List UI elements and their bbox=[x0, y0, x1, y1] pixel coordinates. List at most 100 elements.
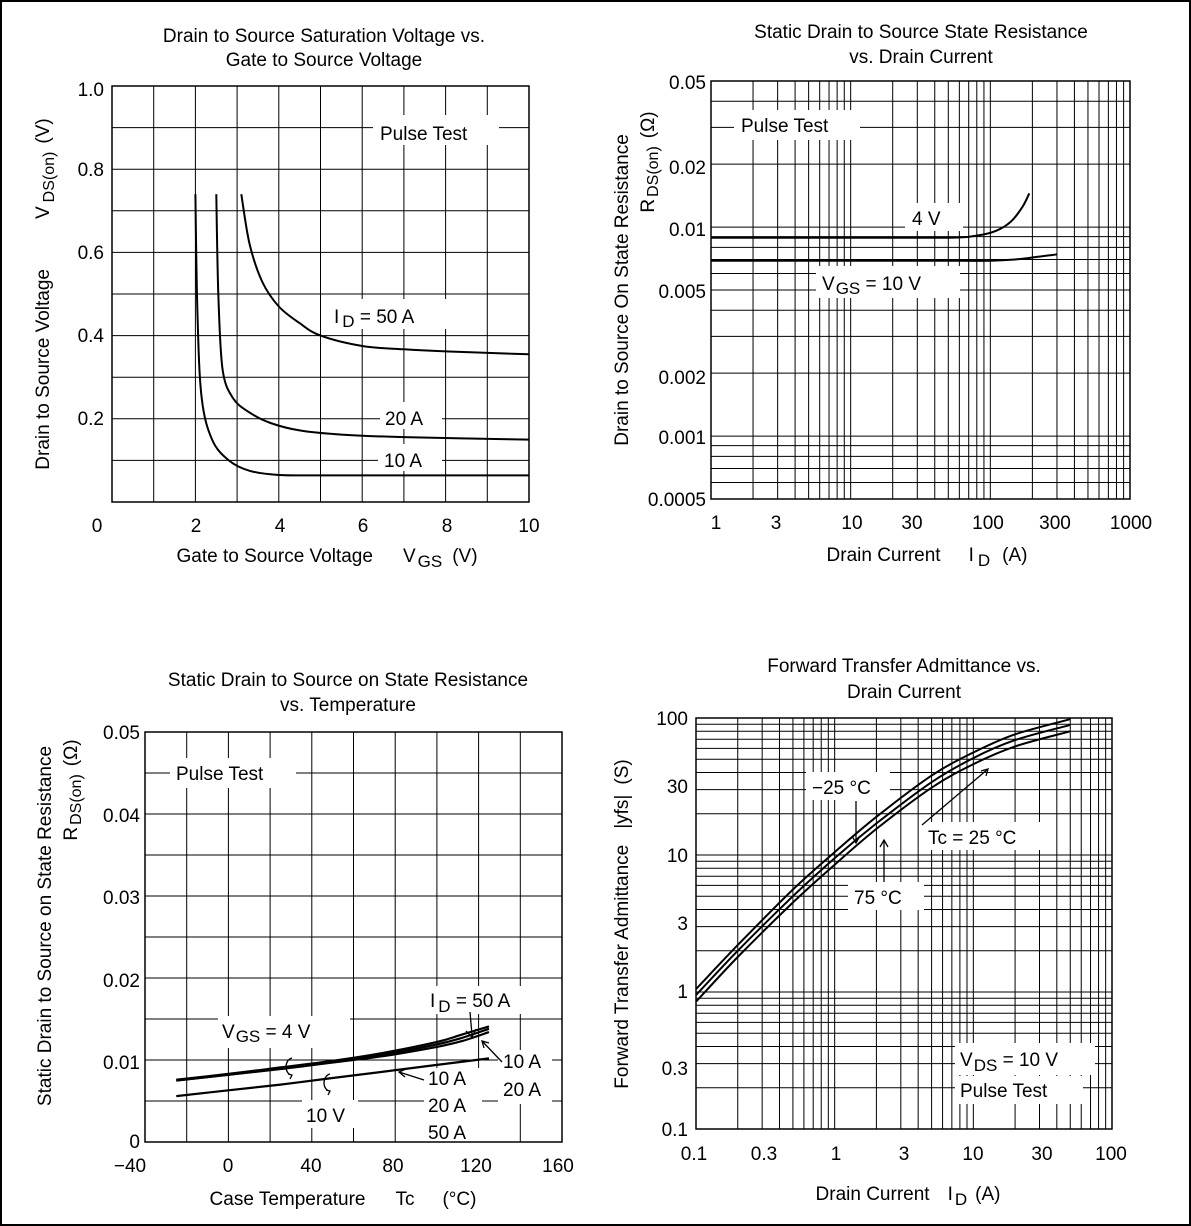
y-tick-label: 0.005 bbox=[658, 282, 706, 303]
y-tick-label: 3 bbox=[677, 914, 688, 935]
chart3-pulse-test: Pulse Test bbox=[176, 764, 264, 785]
y-tick-label: 1.0 bbox=[78, 80, 104, 101]
chart2-xlabel: Drain Current I D (A) bbox=[827, 545, 1028, 570]
chart4-label-pulse: Pulse Test bbox=[960, 1081, 1048, 1102]
chart2-ticks: 1 3 10 30 100 300 1000 0.0005 0.001 0.002 0.005 0.0… bbox=[648, 73, 1152, 534]
chart-rds-vs-tc: Static Drain to Source on State Resistan… bbox=[35, 670, 574, 1210]
x-tick-label: 120 bbox=[460, 1156, 492, 1177]
chart3-label-bg bbox=[498, 1050, 552, 1104]
chart3-series bbox=[176, 1025, 490, 1098]
chart1-title-line2: Gate to Source Voltage bbox=[226, 50, 422, 71]
series-line bbox=[215, 194, 530, 441]
chart1-series bbox=[194, 194, 530, 477]
chart1-pulse-test: Pulse Test bbox=[380, 124, 468, 145]
series-line bbox=[176, 1057, 490, 1098]
chart3-arrow bbox=[465, 1028, 477, 1039]
y-tick-label: 0.1 bbox=[662, 1120, 688, 1141]
chart3-label-10a-right: 10 A bbox=[503, 1052, 541, 1073]
series-line bbox=[711, 192, 1031, 239]
y-tick-label: 0.01 bbox=[103, 1053, 140, 1074]
chart4-label-tc25: Tc = 25 °C bbox=[928, 828, 1016, 849]
chart1-grid bbox=[112, 86, 529, 502]
y-tick-label: 0 bbox=[129, 1132, 140, 1153]
chart3-label-bg bbox=[302, 1100, 358, 1128]
x-tick-label: 0.3 bbox=[751, 1144, 777, 1165]
y-tick-label: 1 bbox=[677, 982, 688, 1003]
x-tick-label: 100 bbox=[972, 513, 1004, 534]
series-line bbox=[695, 730, 1071, 1003]
chart2-ylabel-symbol: RDS(on)(Ω) bbox=[638, 111, 662, 212]
series-line bbox=[240, 194, 530, 356]
chart3-curl-mark bbox=[323, 1073, 331, 1096]
chart3-arrow bbox=[481, 1040, 503, 1063]
chart4-label-75: 75 °C bbox=[854, 888, 902, 909]
x-tick-label: 2 bbox=[191, 516, 202, 537]
x-tick-label: 300 bbox=[1039, 513, 1071, 534]
chart3-label-10a-low: 10 A bbox=[428, 1069, 466, 1090]
y-tick-label: 0.001 bbox=[658, 428, 706, 449]
series-line bbox=[695, 718, 1071, 990]
series-line bbox=[176, 1025, 490, 1081]
chart1-label-bg bbox=[380, 402, 442, 429]
y-tick-label: 0.6 bbox=[78, 243, 104, 264]
x-tick-label: 0 bbox=[223, 1156, 234, 1177]
chart2-frame bbox=[710, 80, 1131, 500]
x-tick-label: 1000 bbox=[1110, 513, 1152, 534]
chart4-label-bg bbox=[806, 772, 890, 800]
chart-yfs-vs-id: Forward Transfer Admittance vs. Drain Cu… bbox=[612, 656, 1127, 1209]
chart3-label-bg bbox=[170, 758, 296, 788]
series-line bbox=[711, 253, 1058, 262]
chart2-series bbox=[711, 192, 1058, 262]
x-tick-label: 0 bbox=[92, 516, 103, 537]
chart2-label-vgs10: VGS = 10 V bbox=[822, 274, 921, 298]
chart4-arrow bbox=[851, 835, 861, 845]
x-tick-label: 4 bbox=[275, 516, 286, 537]
chart3-label-20a-right: 20 A bbox=[503, 1080, 541, 1101]
x-tick-label: 10 bbox=[518, 516, 539, 537]
chart3-frame bbox=[144, 731, 563, 1143]
x-tick-label: 8 bbox=[442, 516, 453, 537]
chart3-ylabel: Static Drain to Source on State Resistan… bbox=[35, 746, 56, 1106]
chart4-ylabel: Forward Transfer Admittance|yfs|(S) bbox=[612, 759, 633, 1088]
chart2-label-bg bbox=[905, 203, 963, 231]
chart3-ticks: −40 0 40 80 120 160 0 0.01 0.02 0.03 0.04 0.05 bbox=[103, 723, 574, 1177]
x-tick-label: 3 bbox=[771, 513, 782, 534]
y-tick-label: 0.02 bbox=[669, 158, 706, 179]
chart1-label-bg bbox=[329, 299, 469, 329]
chart3-label-bg bbox=[428, 986, 538, 1014]
x-tick-label: 30 bbox=[1031, 1144, 1052, 1165]
chart1-ylabel: Drain to Source VoltageVDS(on)(V) bbox=[33, 118, 58, 469]
chart1-title-line1: Drain to Source Saturation Voltage vs. bbox=[163, 26, 485, 47]
y-tick-label: 0.4 bbox=[78, 326, 105, 347]
chart4-title-line2: Drain Current bbox=[847, 682, 962, 703]
chart1-frame bbox=[111, 85, 530, 503]
y-tick-label: 0.01 bbox=[669, 220, 706, 241]
chart4-ylabel-text: Forward Transfer Admittance|yfs|(S) bbox=[612, 759, 633, 1088]
chart4-xlabel: Drain Current I D (A) bbox=[816, 1184, 1001, 1209]
x-tick-label: 10 bbox=[841, 513, 862, 534]
chart4-series bbox=[695, 718, 1071, 1003]
x-tick-label: 3 bbox=[899, 1144, 910, 1165]
chart4-arrow bbox=[879, 838, 889, 848]
chart3-label-10v: 10 V bbox=[306, 1106, 345, 1127]
chart4-frame bbox=[695, 717, 1113, 1130]
chart1-ticks: 0 2 4 6 8 10 0.2 0.4 0.6 0.8 1.0 bbox=[78, 80, 540, 537]
chart-rds-vs-id: Static Drain to Source State Resistance … bbox=[612, 22, 1152, 570]
chart4-arrow bbox=[921, 768, 989, 826]
chart4-label-bg bbox=[955, 1076, 1083, 1104]
series-line bbox=[695, 723, 1071, 996]
chart2-ylabel-text: Drain to Source On State Resistance bbox=[612, 134, 633, 446]
x-tick-label: 1 bbox=[831, 1144, 842, 1165]
x-tick-label: 1 bbox=[711, 513, 722, 534]
chart1-label-bg bbox=[373, 115, 499, 145]
y-tick-label: 30 bbox=[667, 777, 688, 798]
x-tick-label: 80 bbox=[382, 1156, 403, 1177]
x-tick-label: 40 bbox=[300, 1156, 321, 1177]
chart4-label-bg bbox=[922, 822, 1048, 850]
x-tick-label: 160 bbox=[542, 1156, 574, 1177]
chart3-curl-mark bbox=[285, 1057, 293, 1080]
chart4-label-minus25: −25 °C bbox=[812, 778, 871, 799]
